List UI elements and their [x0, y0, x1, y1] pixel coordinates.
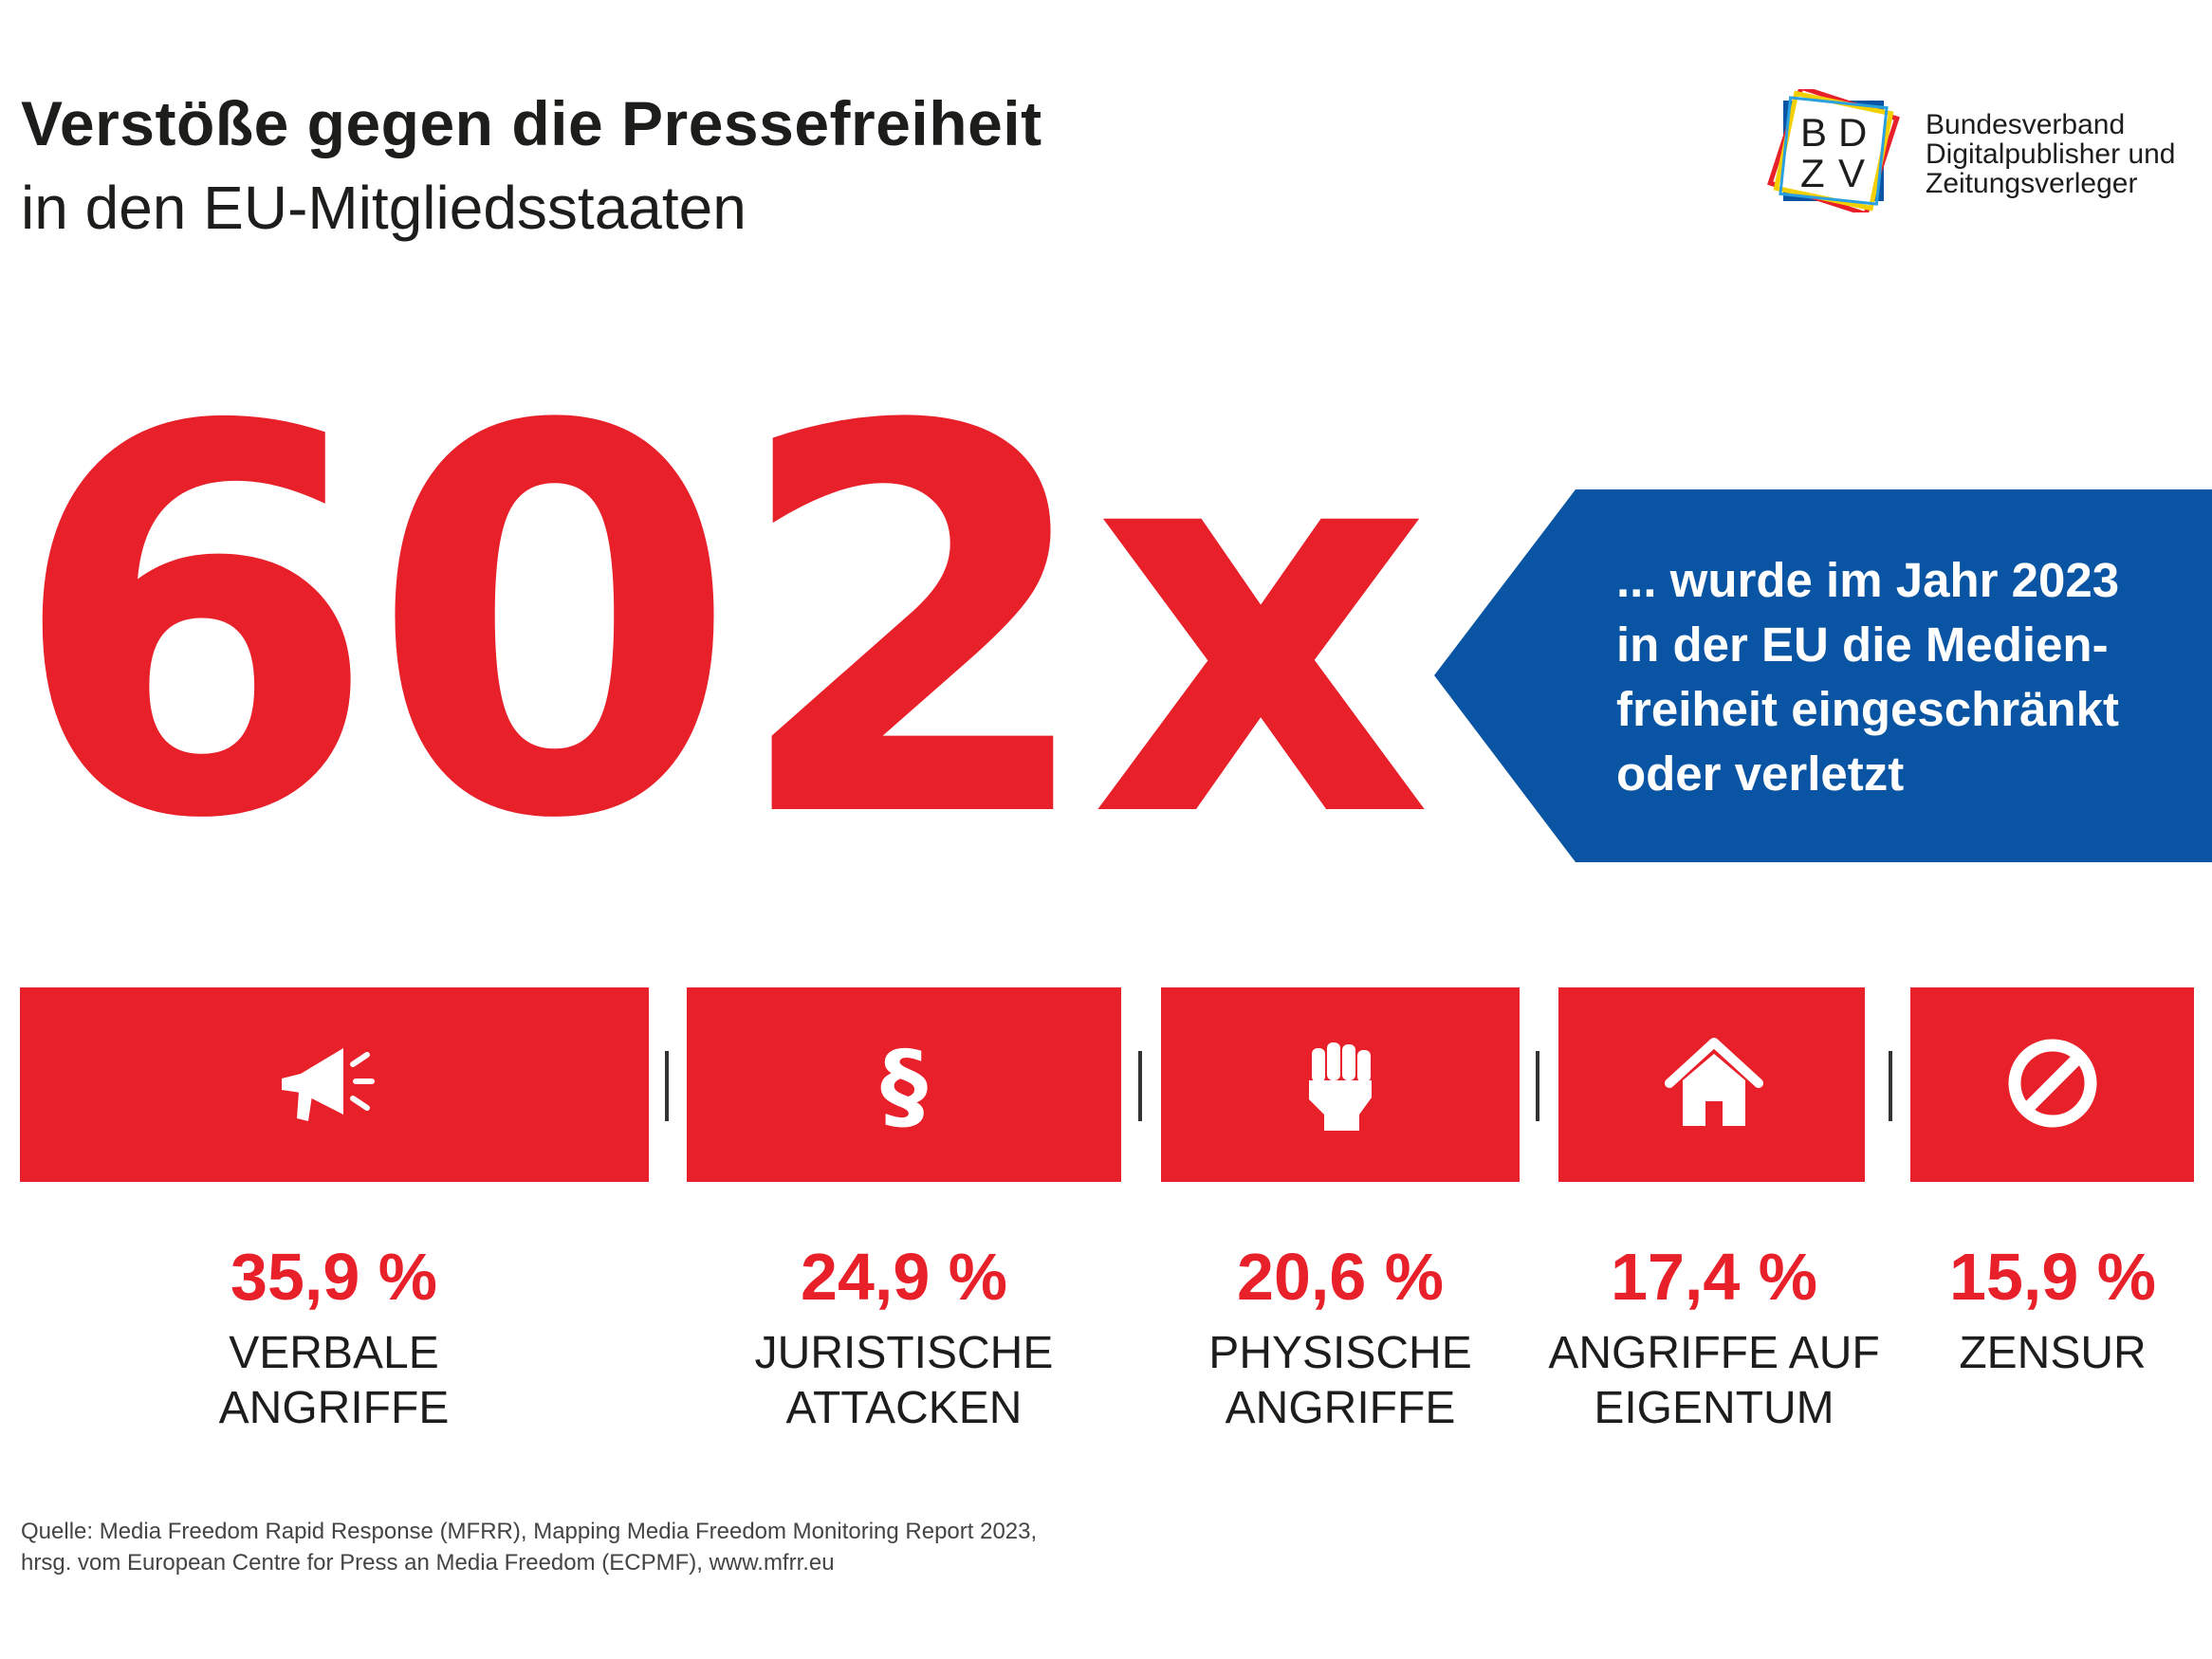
source-line: Quelle: Media Freedom Rapid Response (MF… [21, 1519, 1038, 1544]
fist-icon [1309, 1042, 1372, 1131]
svg-text:B: B [1800, 110, 1827, 155]
percent-verbal: 35,9 % [230, 1240, 437, 1314]
divider [1889, 1051, 1892, 1121]
label-line: ANGRIFFE [1225, 1383, 1456, 1433]
source-line: hrsg. vom European Centre for Press an M… [21, 1550, 835, 1576]
banner-arrow [1434, 489, 2212, 862]
banner-line: freiheit eingeschränkt [1616, 682, 2119, 736]
svg-text:D: D [1838, 110, 1867, 155]
bdzv-logo: B D Z V [1767, 89, 1900, 212]
org-line: Zeitungsverleger [1926, 168, 2138, 199]
percent-censorship: 15,9 % [1949, 1240, 2156, 1314]
svg-text:§: § [880, 1031, 928, 1135]
page-subtitle: in den EU-Mitgliedsstaaten [21, 174, 747, 242]
percent-legal: 24,9 % [801, 1240, 1007, 1314]
category-bar-legal [687, 987, 1121, 1182]
divider [1138, 1051, 1142, 1121]
label-line: ATTACKEN [785, 1383, 1023, 1433]
percent-property: 17,4 % [1611, 1240, 1817, 1314]
banner-line: ... wurde im Jahr 2023 [1616, 553, 2120, 607]
label-line: ANGRIFFE AUF [1548, 1328, 1880, 1378]
label-line: PHYSISCHE [1208, 1328, 1472, 1378]
divider [665, 1051, 669, 1121]
org-line: Digitalpublisher und [1926, 138, 2176, 170]
divider [1536, 1051, 1539, 1121]
page-title: Verstöße gegen die Pressefreiheit [21, 88, 1042, 158]
prohibited-icon [2008, 1039, 2097, 1128]
house-icon [1665, 1038, 1763, 1126]
label-verbal: VERBALE ANGRIFFE [219, 1326, 450, 1436]
svg-text:Z: Z [1800, 151, 1825, 195]
label-physical: PHYSISCHE ANGRIFFE [1208, 1326, 1471, 1436]
megaphone-icon [282, 1048, 375, 1121]
label-censorship: ZENSUR [1959, 1326, 2146, 1381]
label-line: ANGRIFFE [218, 1383, 450, 1433]
banner-line: oder verletzt [1616, 747, 1905, 801]
headline-number: 602x [9, 317, 1432, 935]
organization-name: Bundesverband Digitalpublisher und Zeitu… [1926, 110, 2176, 198]
label-line: EIGENTUM [1594, 1383, 1834, 1433]
label-legal: JURISTISCHE ATTACKEN [755, 1326, 1054, 1436]
label-line: VERBALE [229, 1328, 439, 1378]
label-line: JURISTISCHE [754, 1328, 1054, 1378]
svg-text:V: V [1838, 151, 1865, 195]
paragraph-icon: § [880, 1031, 928, 1135]
percent-physical: 20,6 % [1237, 1240, 1444, 1314]
banner-line: in der EU die Medien- [1616, 618, 2109, 672]
label-property: ANGRIFFE AUF EIGENTUM [1548, 1326, 1879, 1436]
source-note: Quelle: Media Freedom Rapid Response (MF… [21, 1516, 1037, 1578]
banner-text: ... wurde im Jahr 2023 in der EU die Med… [1616, 548, 2119, 806]
org-line: Bundesverband [1926, 109, 2126, 140]
label-line: ZENSUR [1959, 1328, 2147, 1378]
